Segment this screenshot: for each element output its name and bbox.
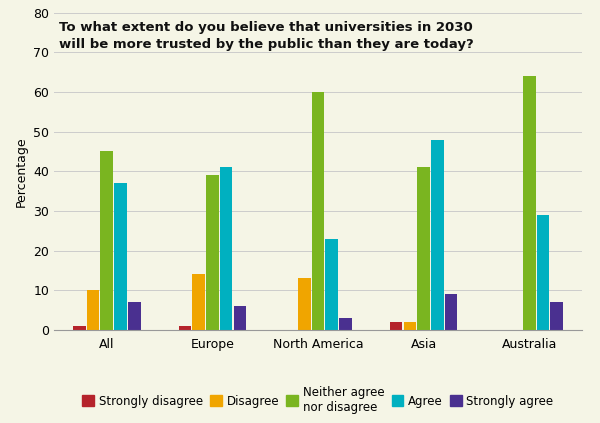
Y-axis label: Percentage: Percentage bbox=[14, 136, 28, 206]
Bar bbox=[179, 326, 191, 330]
Bar bbox=[536, 215, 549, 330]
Bar bbox=[114, 183, 127, 330]
Bar bbox=[404, 322, 416, 330]
Bar bbox=[431, 140, 443, 330]
Bar bbox=[206, 175, 219, 330]
Bar bbox=[417, 168, 430, 330]
Bar bbox=[339, 318, 352, 330]
Bar bbox=[128, 302, 140, 330]
Bar bbox=[220, 168, 232, 330]
Bar bbox=[390, 322, 403, 330]
Bar bbox=[445, 294, 457, 330]
Bar bbox=[100, 151, 113, 330]
Bar bbox=[73, 326, 86, 330]
Bar bbox=[550, 302, 563, 330]
Bar bbox=[87, 290, 100, 330]
Legend: Strongly disagree, Disagree, Neither agree
nor disagree, Agree, Strongly agree: Strongly disagree, Disagree, Neither agr… bbox=[80, 383, 556, 416]
Bar bbox=[523, 76, 536, 330]
Text: To what extent do you believe that universities in 2030
will be more trusted by : To what extent do you believe that unive… bbox=[59, 21, 474, 51]
Bar bbox=[298, 278, 311, 330]
Bar bbox=[193, 275, 205, 330]
Bar bbox=[325, 239, 338, 330]
Bar bbox=[233, 306, 246, 330]
Bar bbox=[311, 92, 325, 330]
